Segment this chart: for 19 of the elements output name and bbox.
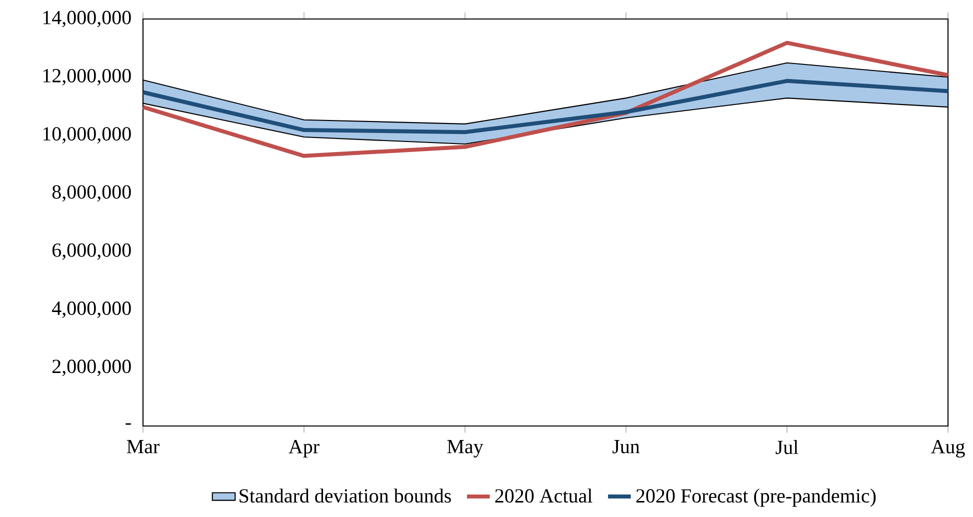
y-tick-label: 12,000,000 xyxy=(43,68,131,86)
legend-label: 2020 Forecast (pre-pandemic) xyxy=(636,488,876,507)
x-tick-label: May xyxy=(447,440,484,458)
x-tick-label: Jul xyxy=(776,440,798,454)
x-tick-label: Jun xyxy=(612,440,640,454)
y-tick-label: 10,000,000 xyxy=(43,127,131,144)
x-tick-label: Aug xyxy=(930,440,965,458)
legend-label: 2020 Actual xyxy=(495,488,592,503)
y-tick-label: - xyxy=(126,423,131,425)
x-tick-label: Mar xyxy=(126,440,160,454)
y-tick-label: 14,000,000 xyxy=(43,10,131,28)
x-tick-label: Apr xyxy=(288,440,320,458)
y-tick-label: 6,000,000 xyxy=(52,243,131,260)
legend-label: Standard deviation bounds xyxy=(240,488,451,503)
line-series xyxy=(141,78,950,134)
line-series xyxy=(141,40,950,158)
y-tick-label: 2,000,000 xyxy=(52,360,131,376)
y-tick-label: 4,000,000 xyxy=(52,302,131,318)
y-tick-label: 8,000,000 xyxy=(52,185,131,202)
